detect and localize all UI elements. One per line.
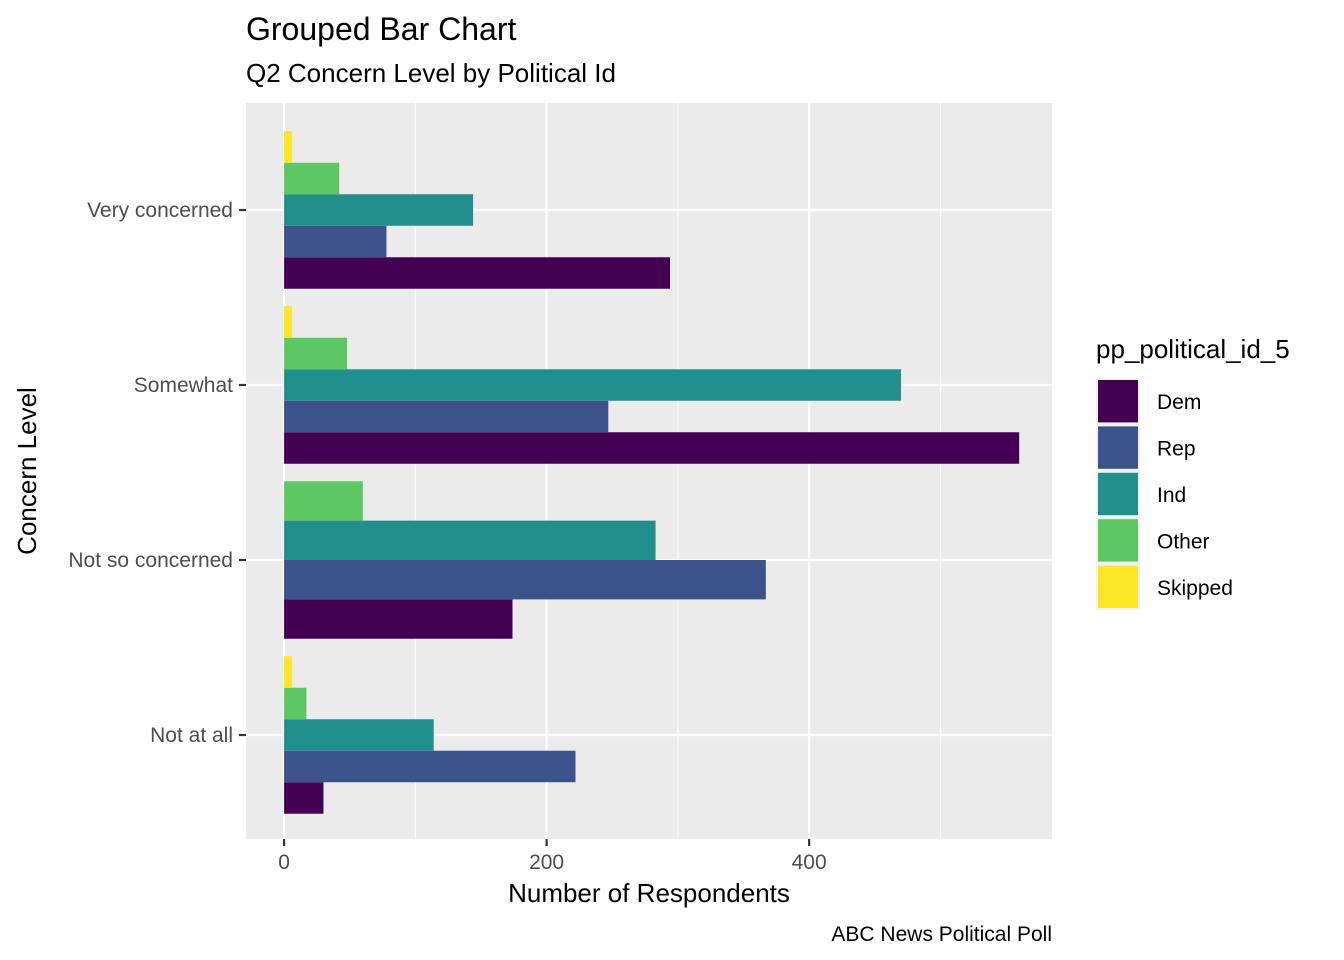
chart-caption: ABC News Political Poll — [831, 923, 1052, 946]
bar-other-very-concerned — [284, 162, 340, 195]
bar-rep-not-so-concerned — [284, 560, 766, 600]
x-axis: 0 200 400 — [278, 839, 827, 874]
bar-skipped-somewhat — [284, 306, 292, 338]
bar-dem-somewhat — [284, 432, 1020, 464]
legend-key-dem — [1098, 380, 1138, 423]
y-axis-title: Concern Level — [12, 387, 42, 555]
legend-title: pp_political_id_5 — [1096, 334, 1290, 364]
chart-title: Grouped Bar Chart — [246, 11, 516, 47]
bar-other-somewhat — [284, 337, 348, 370]
x-tick-label: 400 — [792, 851, 827, 874]
legend: pp_political_id_5 Dem Rep Ind Other Skipped — [1096, 334, 1290, 610]
bar-rep-somewhat — [284, 400, 609, 433]
bar-ind-not-so-concerned — [284, 520, 656, 560]
legend-key-ind — [1098, 472, 1138, 516]
bar-skipped-not-at-all — [284, 656, 292, 688]
legend-key-skipped — [1098, 565, 1138, 608]
y-tick-label: Very concerned — [87, 199, 233, 222]
bar-dem-very-concerned — [284, 257, 671, 289]
y-tick-label: Not at all — [150, 724, 233, 747]
y-tick-label: Not so concerned — [68, 549, 233, 572]
y-tick-label: Somewhat — [134, 374, 233, 397]
bar-rep-very-concerned — [284, 225, 387, 258]
bar-ind-somewhat — [284, 369, 902, 401]
bar-skipped-very-concerned — [284, 131, 292, 163]
chart-subtitle: Q2 Concern Level by Political Id — [246, 58, 616, 88]
legend-label: Skipped — [1157, 577, 1233, 600]
legend-label: Ind — [1157, 484, 1186, 507]
bar-rep-not-at-all — [284, 750, 576, 783]
legend-label: Dem — [1157, 391, 1201, 414]
x-tick-label: 200 — [529, 851, 564, 874]
x-axis-title: Number of Respondents — [508, 878, 790, 908]
bar-other-not-so-concerned — [284, 481, 363, 521]
bar-ind-very-concerned — [284, 194, 474, 226]
bar-ind-not-at-all — [284, 719, 434, 751]
y-axis: Very concerned Somewhat Not so concerned No… — [68, 199, 246, 747]
legend-label: Rep — [1157, 438, 1196, 461]
bar-other-not-at-all — [284, 687, 307, 720]
legend-key-rep — [1098, 426, 1138, 469]
x-tick-label: 0 — [278, 851, 290, 874]
legend-key-other — [1098, 519, 1138, 562]
bar-dem-not-at-all — [284, 782, 324, 814]
bar-dem-not-so-concerned — [284, 599, 513, 639]
bars-layer — [284, 131, 1020, 814]
legend-label: Other — [1157, 530, 1210, 553]
